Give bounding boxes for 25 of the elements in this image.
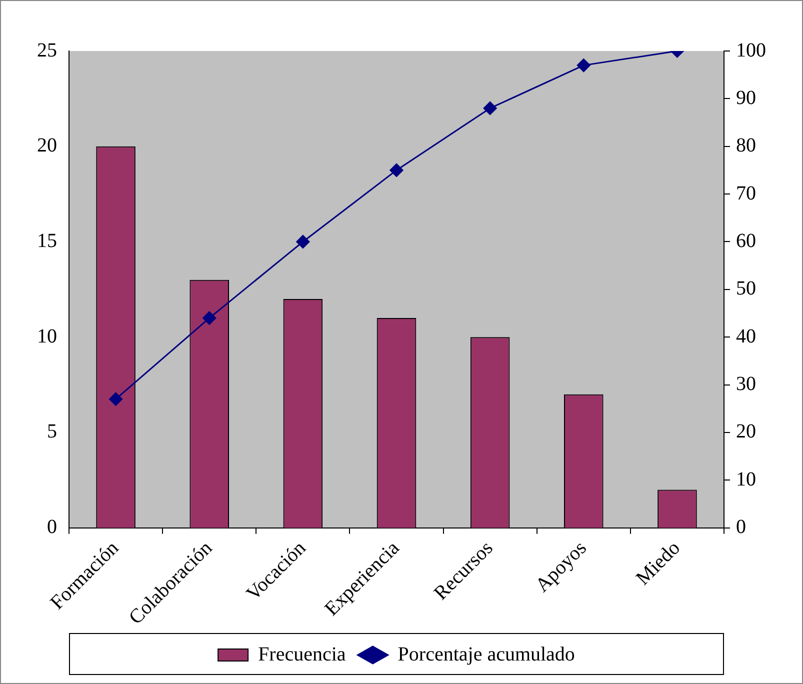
y2-tick-label: 20 [736, 420, 756, 443]
y2-tick-label: 50 [736, 278, 756, 300]
legend-label: Frecuencia [258, 643, 346, 666]
y-tick-label: 25 [37, 39, 57, 62]
point [390, 163, 404, 177]
point [576, 58, 590, 72]
legend-label: Porcentaje acumulado [398, 643, 575, 666]
point [296, 234, 310, 248]
y-tick-label: 20 [37, 134, 57, 157]
y2-tick-label: 60 [736, 230, 756, 252]
y2-tick-label: 10 [736, 468, 756, 490]
y-tick-label: 10 [37, 325, 57, 348]
y-tick-label: 15 [37, 230, 57, 252]
y-tick-label: 0 [47, 516, 57, 538]
point [202, 311, 216, 325]
point [109, 392, 123, 406]
y2-tick-label: 90 [736, 86, 756, 109]
y2-tick-label: 80 [736, 134, 756, 157]
y2-tick-label: 30 [736, 373, 756, 396]
point [483, 101, 497, 115]
y2-tick-label: 0 [736, 516, 746, 538]
y2-tick-label: 70 [736, 182, 756, 204]
y2-tick-label: 100 [736, 39, 766, 62]
y2-tick-label: 40 [736, 325, 756, 348]
y-tick-label: 5 [47, 420, 57, 443]
